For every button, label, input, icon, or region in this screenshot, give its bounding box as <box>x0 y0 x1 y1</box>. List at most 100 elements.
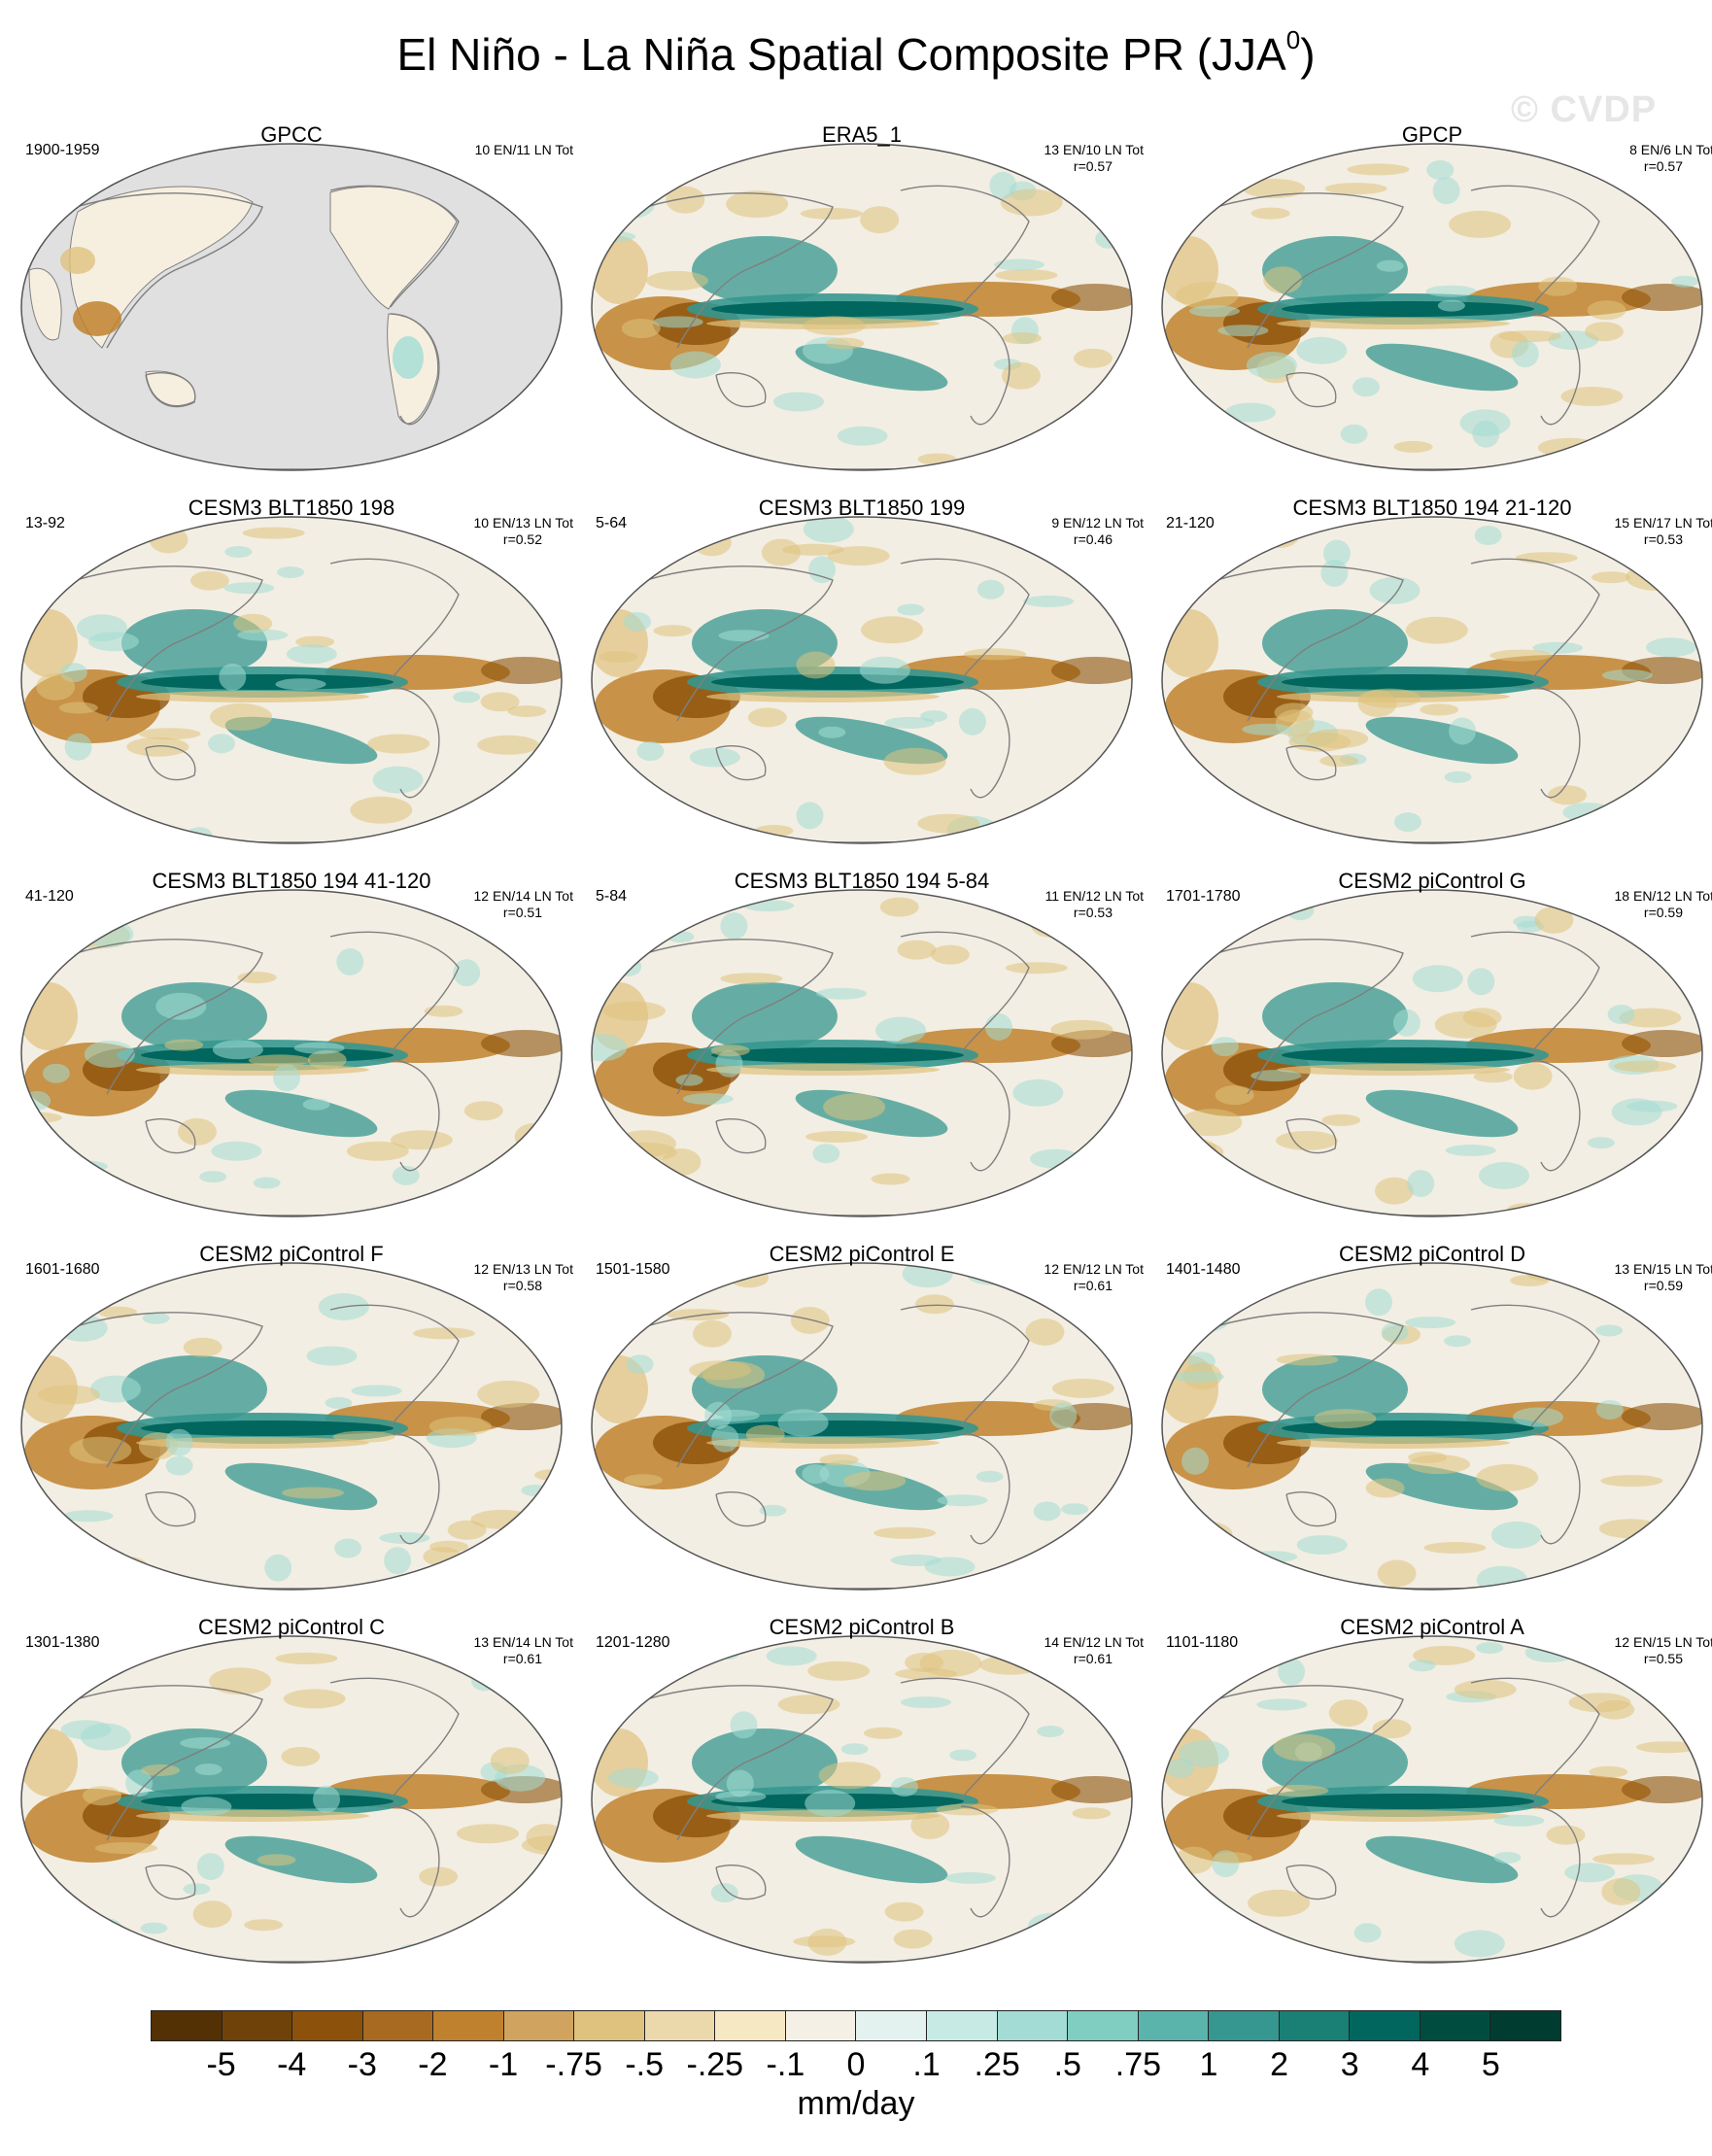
anomaly-speckle <box>1180 1305 1230 1333</box>
anomaly-patch <box>692 236 838 304</box>
anomaly-patch <box>136 1064 369 1076</box>
anomaly-speckle <box>1449 717 1477 745</box>
anomaly-speckle <box>490 1747 530 1775</box>
colorbar-swatch <box>856 2011 928 2040</box>
anomaly-speckle <box>1393 812 1421 833</box>
anomaly-speckle <box>793 1935 856 1948</box>
coastline <box>1179 939 1404 1095</box>
map-panel: CESM3 BLT1850 194 41-120 41-120 12 EN/14 L… <box>10 869 573 1235</box>
anomaly-speckle <box>1174 1846 1214 1874</box>
anomaly-speckle <box>636 741 665 761</box>
anomaly-speckle <box>211 1141 262 1161</box>
anomaly-speckle <box>1296 336 1348 364</box>
anomaly-speckle <box>1591 571 1630 584</box>
anomaly-speckle <box>1250 901 1314 913</box>
anomaly-speckle <box>83 1786 121 1806</box>
anomaly-speckle <box>273 1064 300 1092</box>
anomaly-speckle <box>283 1689 346 1709</box>
anomaly-patch <box>1365 1089 1519 1138</box>
anomaly-speckle <box>883 747 946 775</box>
map-border <box>591 889 1133 1217</box>
anomaly-speckle <box>805 1131 868 1143</box>
anomaly-speckle <box>514 1122 554 1150</box>
anomaly-speckle <box>689 747 740 768</box>
panel-years: 1701-1780 <box>1166 888 1241 905</box>
anomaly-speckle <box>493 921 556 949</box>
anomaly-speckle <box>920 710 948 723</box>
panel-stats: 13 EN/15 LN Tot r=0.59 <box>1578 1261 1712 1294</box>
panel-event-counts: 12 EN/13 LN Tot <box>473 1261 573 1277</box>
map-border <box>20 1262 563 1591</box>
anomaly-speckle <box>1377 1559 1417 1588</box>
coastline <box>145 1491 196 1527</box>
anomaly-speckle <box>1276 1353 1339 1366</box>
anomaly-speckle <box>282 1487 344 1499</box>
anomaly-speckle <box>743 900 795 912</box>
anomaly-speckle <box>257 1854 296 1866</box>
colorbar-swatch <box>1279 2011 1351 2040</box>
panel-event-counts: 14 EN/12 LN Tot <box>1044 1634 1144 1650</box>
anomaly-speckle <box>1493 1814 1545 1827</box>
anomaly-speckle <box>1224 162 1264 175</box>
anomaly-speckle <box>1622 1912 1661 1925</box>
cvdp-watermark: © CVDP <box>1511 89 1658 130</box>
anomaly-speckle <box>36 672 76 701</box>
anomaly-patch <box>224 1089 378 1138</box>
anomaly-speckle <box>861 616 923 644</box>
anomaly-speckle <box>1589 1765 1628 1778</box>
anomaly-speckle <box>346 1141 409 1161</box>
anomaly-speckle <box>1321 1113 1361 1126</box>
panel-stats: 9 EN/12 LN Tot r=0.46 <box>1008 515 1144 548</box>
anomaly-speckle <box>90 1375 141 1403</box>
anomaly-speckle <box>860 206 900 234</box>
anomaly-speckle <box>873 1526 937 1539</box>
anomaly-speckle <box>424 1005 463 1017</box>
anomaly-speckle <box>1444 770 1472 783</box>
map-panel: ERA5_1 13 EN/10 LN Tot r=0.57 <box>580 122 1144 489</box>
anomaly-speckle <box>1671 275 1699 288</box>
map-panel: CESM3 BLT1850 194 5-84 5-84 11 EN/12 LN To… <box>580 869 1144 1235</box>
coastline <box>900 1677 1030 1800</box>
anomaly-speckle <box>864 1727 903 1739</box>
colorbar-units: mm/day <box>797 2085 915 2122</box>
anomaly-speckle <box>1444 1335 1471 1348</box>
coastline <box>715 1118 767 1154</box>
anomaly-speckle <box>1181 1447 1210 1475</box>
colorbar-tick-label: -.1 <box>766 2046 805 2083</box>
anomaly-speckle <box>313 1785 340 1813</box>
anomaly-speckle <box>995 269 1058 282</box>
anomaly-speckle <box>224 546 253 558</box>
anomaly-speckle <box>1600 1475 1663 1488</box>
anomaly-speckle <box>286 644 337 665</box>
anomaly-speckle <box>1493 1851 1522 1864</box>
panel-stats: 11 EN/12 LN Tot r=0.53 <box>1008 888 1144 921</box>
coastline <box>715 1865 767 1900</box>
world-map <box>20 1262 563 1591</box>
anomaly-speckle <box>219 663 247 691</box>
colorbar-swatch <box>644 2011 716 2040</box>
coastline <box>960 1059 1010 1172</box>
colorbar-tick-label: .25 <box>974 2046 1020 2083</box>
coastline <box>900 558 1030 681</box>
coastline <box>608 1685 834 1841</box>
panel-event-counts: 18 EN/12 LN Tot <box>1614 888 1712 904</box>
anomaly-speckle <box>111 1557 151 1585</box>
coastline <box>608 192 834 349</box>
anomaly-speckle <box>1051 1378 1114 1398</box>
anomaly-speckle <box>592 1034 628 1062</box>
anomaly-speckle <box>1322 539 1351 567</box>
anomaly-speckle <box>1423 1542 1487 1554</box>
anomaly-speckle <box>1003 332 1042 345</box>
anomaly-speckle <box>1073 443 1112 463</box>
panel-years: 1401-1480 <box>1166 1261 1241 1278</box>
anomaly-patch <box>1282 674 1534 690</box>
anomaly-speckle <box>1412 965 1463 993</box>
anomaly-speckle <box>614 956 642 976</box>
world-map <box>20 516 563 844</box>
anomaly-speckle <box>514 1688 562 1700</box>
anomaly-speckle <box>1180 1109 1243 1137</box>
anomaly-speckle <box>607 1767 659 1788</box>
anomaly-speckle <box>1432 177 1460 205</box>
anomaly-speckle <box>275 1652 338 1664</box>
anomaly-speckle <box>1235 1557 1274 1584</box>
